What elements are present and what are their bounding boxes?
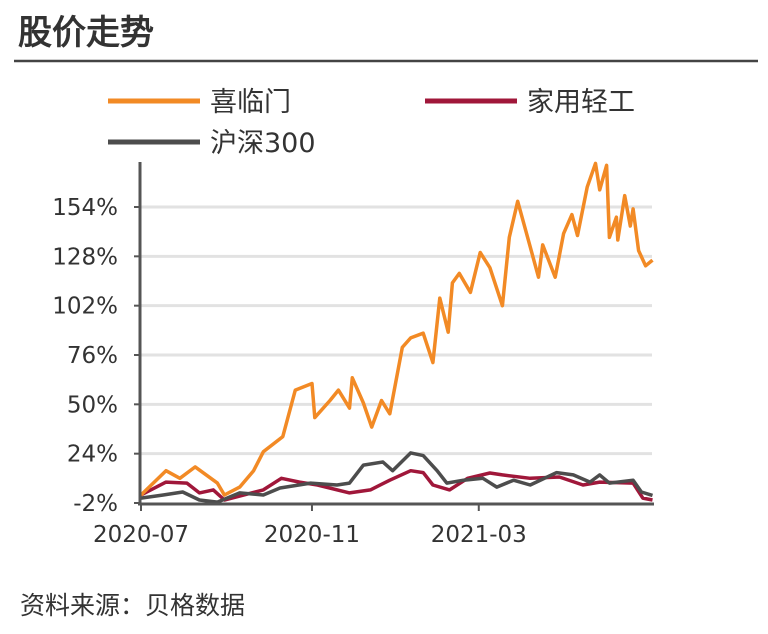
series-lines: [139, 161, 654, 504]
x-tick-label: 2020-11: [264, 522, 360, 548]
x-tick-label: 2021-03: [431, 522, 527, 548]
series-line-xilinmen: [139, 161, 654, 497]
y-tick-label: 76%: [67, 343, 118, 369]
y-tick-label: -2%: [73, 491, 118, 517]
y-tick-label: 154%: [52, 195, 118, 221]
gridlines: [141, 205, 652, 456]
legend-label-csi300: 沪深300: [210, 128, 316, 159]
series-line-csi300: [140, 451, 654, 504]
source-note: 资料来源：贝格数据: [20, 591, 245, 620]
y-tick-label: 24%: [67, 442, 118, 468]
x-axis-ticks: 2020-07 2020-11 2021-03: [93, 504, 527, 548]
y-axis-ticks: -2% 24% 50% 76% 102% 128% 154%: [52, 195, 140, 517]
y-tick-label: 102%: [52, 294, 118, 320]
series-line-household-light-industry: [140, 468, 653, 502]
legend-label-household-light-industry: 家用轻工: [527, 87, 635, 118]
x-tick-label: 2020-07: [93, 522, 189, 548]
y-tick-label: 128%: [52, 244, 118, 270]
y-tick-label: 50%: [67, 392, 118, 418]
page-title: 股价走势: [18, 13, 154, 53]
legend: 喜临门 家用轻工 沪深300: [108, 87, 635, 159]
legend-label-xilinmen: 喜临门: [210, 87, 291, 118]
